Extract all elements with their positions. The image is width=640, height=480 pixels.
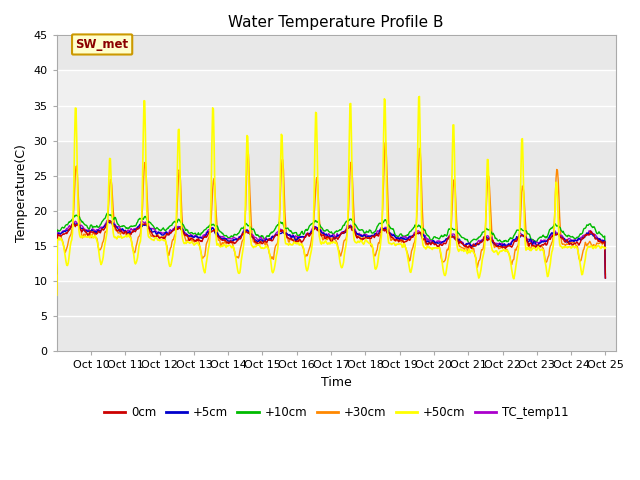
+50cm — [266, 253, 274, 259]
+5cm — [246, 231, 253, 237]
+50cm — [602, 245, 609, 251]
0cm — [219, 238, 227, 243]
TC_temp11 — [419, 232, 427, 238]
+50cm — [218, 243, 226, 249]
Legend: 0cm, +5cm, +10cm, +30cm, +50cm, TC_temp11: 0cm, +5cm, +10cm, +30cm, +50cm, TC_temp1… — [99, 401, 573, 424]
+30cm — [245, 168, 253, 174]
+30cm — [266, 252, 274, 258]
+5cm — [419, 231, 427, 237]
TC_temp11 — [53, 270, 61, 276]
+10cm — [118, 223, 125, 229]
0cm — [388, 234, 396, 240]
+10cm — [419, 226, 427, 232]
Line: +10cm: +10cm — [57, 213, 605, 274]
Bar — [57, 141, 616, 211]
+30cm — [117, 230, 125, 236]
TC_temp11 — [104, 217, 112, 223]
+10cm — [219, 230, 227, 236]
+5cm — [219, 237, 227, 242]
TC_temp11 — [246, 229, 253, 235]
+10cm — [246, 224, 253, 229]
0cm — [267, 237, 275, 243]
Line: +30cm: +30cm — [57, 143, 605, 294]
TC_temp11 — [388, 232, 396, 238]
+10cm — [267, 231, 275, 237]
X-axis label: Time: Time — [321, 376, 351, 389]
0cm — [602, 275, 609, 281]
+50cm — [245, 197, 253, 203]
+5cm — [108, 218, 116, 224]
Line: +5cm: +5cm — [57, 221, 605, 278]
TC_temp11 — [219, 234, 227, 240]
TC_temp11 — [602, 275, 609, 280]
0cm — [118, 229, 125, 235]
TC_temp11 — [118, 227, 125, 233]
+5cm — [388, 233, 396, 239]
+50cm — [53, 292, 61, 298]
+30cm — [388, 236, 396, 241]
+5cm — [602, 275, 609, 281]
+10cm — [388, 226, 396, 232]
+10cm — [104, 210, 111, 216]
+50cm — [117, 233, 125, 239]
Line: +50cm: +50cm — [57, 96, 605, 295]
+5cm — [53, 271, 61, 277]
+10cm — [602, 271, 609, 277]
Bar — [57, 71, 616, 141]
Bar — [57, 36, 616, 71]
0cm — [105, 218, 113, 224]
+50cm — [415, 94, 423, 99]
Y-axis label: Temperature(C): Temperature(C) — [15, 144, 28, 242]
Bar — [57, 211, 616, 281]
Text: SW_met: SW_met — [76, 38, 129, 51]
+50cm — [419, 242, 427, 248]
+30cm — [419, 220, 427, 226]
0cm — [53, 270, 61, 276]
+5cm — [267, 236, 275, 242]
+30cm — [602, 239, 609, 245]
+50cm — [388, 241, 396, 247]
+30cm — [218, 240, 226, 246]
+30cm — [382, 140, 390, 146]
Title: Water Temperature Profile B: Water Temperature Profile B — [228, 15, 444, 30]
+30cm — [53, 291, 61, 297]
TC_temp11 — [267, 236, 275, 242]
+5cm — [118, 226, 125, 232]
+10cm — [53, 267, 61, 273]
0cm — [419, 237, 427, 243]
Bar — [57, 281, 616, 351]
Line: TC_temp11: TC_temp11 — [57, 220, 605, 277]
Line: 0cm: 0cm — [57, 221, 605, 278]
0cm — [246, 230, 253, 236]
